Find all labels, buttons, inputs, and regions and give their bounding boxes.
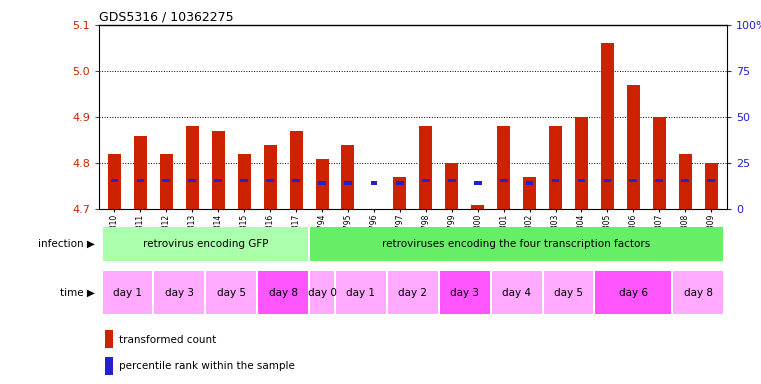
FancyBboxPatch shape bbox=[103, 227, 308, 261]
Text: day 3: day 3 bbox=[165, 288, 194, 298]
Bar bbox=[160, 154, 173, 209]
Bar bbox=[240, 179, 248, 182]
Text: day 1: day 1 bbox=[346, 288, 375, 298]
Bar bbox=[655, 179, 663, 182]
Bar bbox=[396, 181, 404, 185]
FancyBboxPatch shape bbox=[258, 271, 308, 314]
Bar bbox=[393, 177, 406, 209]
Bar bbox=[342, 145, 355, 209]
Bar bbox=[110, 179, 119, 182]
FancyBboxPatch shape bbox=[206, 271, 256, 314]
FancyBboxPatch shape bbox=[154, 271, 204, 314]
Bar bbox=[237, 154, 250, 209]
Bar bbox=[500, 179, 508, 182]
Text: day 0: day 0 bbox=[307, 288, 336, 298]
Bar bbox=[603, 179, 611, 182]
Bar bbox=[318, 181, 326, 185]
Bar bbox=[134, 136, 147, 209]
FancyBboxPatch shape bbox=[595, 271, 671, 314]
Bar bbox=[474, 181, 482, 185]
Bar bbox=[186, 126, 199, 209]
Bar bbox=[105, 330, 113, 348]
FancyBboxPatch shape bbox=[310, 271, 334, 314]
FancyBboxPatch shape bbox=[440, 271, 489, 314]
Bar bbox=[448, 179, 456, 182]
Bar bbox=[371, 181, 377, 185]
Bar bbox=[290, 131, 303, 209]
FancyBboxPatch shape bbox=[310, 227, 723, 261]
Bar bbox=[212, 131, 224, 209]
Bar bbox=[422, 179, 430, 182]
FancyBboxPatch shape bbox=[673, 271, 723, 314]
Bar bbox=[215, 179, 222, 182]
Bar bbox=[679, 154, 692, 209]
Bar bbox=[526, 181, 533, 185]
Bar bbox=[552, 179, 559, 182]
Bar bbox=[601, 43, 614, 209]
Bar bbox=[549, 126, 562, 209]
Text: retroviruses encoding the four transcription factors: retroviruses encoding the four transcrip… bbox=[383, 239, 651, 249]
Text: percentile rank within the sample: percentile rank within the sample bbox=[119, 361, 295, 371]
Text: time ▶: time ▶ bbox=[60, 288, 95, 298]
Bar bbox=[292, 179, 300, 182]
Text: day 3: day 3 bbox=[451, 288, 479, 298]
Text: day 5: day 5 bbox=[554, 288, 583, 298]
Text: infection ▶: infection ▶ bbox=[38, 239, 95, 249]
Bar bbox=[136, 179, 145, 182]
Text: day 8: day 8 bbox=[683, 288, 713, 298]
Bar bbox=[705, 163, 718, 209]
Text: day 2: day 2 bbox=[398, 288, 428, 298]
Bar bbox=[189, 179, 196, 182]
Bar bbox=[419, 126, 432, 209]
Bar bbox=[263, 145, 277, 209]
Bar bbox=[445, 163, 458, 209]
Bar bbox=[344, 181, 352, 185]
Text: transformed count: transformed count bbox=[119, 334, 217, 344]
Text: day 4: day 4 bbox=[502, 288, 531, 298]
FancyBboxPatch shape bbox=[543, 271, 594, 314]
Bar bbox=[681, 179, 689, 182]
Bar bbox=[629, 179, 637, 182]
Bar bbox=[627, 85, 640, 209]
Bar bbox=[523, 177, 536, 209]
Bar bbox=[575, 117, 588, 209]
Text: day 5: day 5 bbox=[217, 288, 246, 298]
Bar bbox=[497, 126, 510, 209]
FancyBboxPatch shape bbox=[492, 271, 542, 314]
Bar bbox=[471, 205, 484, 209]
Bar bbox=[105, 357, 113, 375]
Bar bbox=[163, 179, 170, 182]
Bar bbox=[707, 179, 715, 182]
Bar bbox=[316, 159, 329, 209]
Bar bbox=[653, 117, 666, 209]
FancyBboxPatch shape bbox=[388, 271, 438, 314]
Text: day 6: day 6 bbox=[619, 288, 648, 298]
Text: day 8: day 8 bbox=[269, 288, 298, 298]
Text: day 1: day 1 bbox=[113, 288, 142, 298]
FancyBboxPatch shape bbox=[103, 271, 152, 314]
Bar bbox=[266, 179, 274, 182]
FancyBboxPatch shape bbox=[336, 271, 386, 314]
Bar bbox=[108, 154, 121, 209]
Bar bbox=[578, 179, 585, 182]
Text: GDS5316 / 10362275: GDS5316 / 10362275 bbox=[99, 11, 234, 24]
Text: retrovirus encoding GFP: retrovirus encoding GFP bbox=[142, 239, 268, 249]
